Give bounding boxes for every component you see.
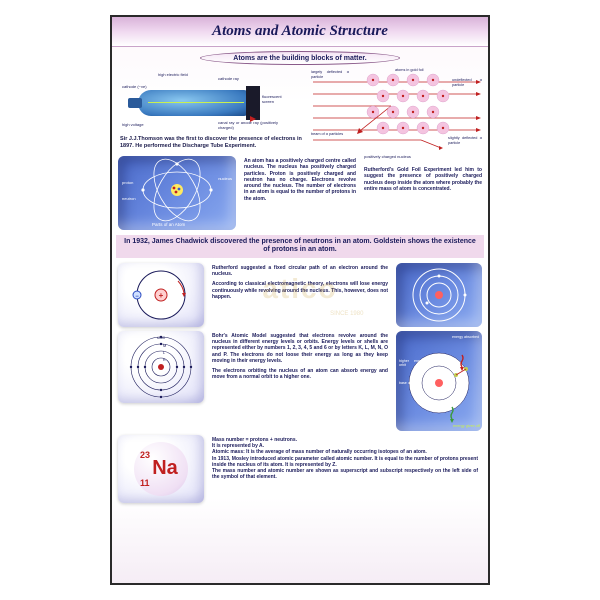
lbl-ud: undeflected α particle [452,78,482,87]
t4: The electrons orbiting the nucleus of an… [212,368,388,381]
t2: According to classical electromagnetic t… [212,281,388,300]
na-mass: 23 [140,450,150,460]
row-experiments: high electric field cathode (−ve) cathod… [112,68,488,152]
svg-text:M: M [163,343,166,348]
gold-foil-col: // placeholder – atoms drawn below via r… [311,70,482,150]
atom-parts-svg [118,156,236,230]
spiral-svg [396,263,482,327]
t1: Rutherford suggested a fixed circular pa… [212,265,388,278]
main-title: Atoms and Atomic Structure [212,23,388,40]
caption-thomson: Sir J.J.Thomson was the first to discove… [118,136,307,149]
row5: 23 11 Na Mass number = protons + neutron… [112,433,488,505]
watermark-year: SINCE 1980 [330,311,363,317]
lbl-cath: cathode (−ve) [122,84,147,89]
tube-body [138,90,248,116]
mid-heading: In 1932, James Chadwick discovered the p… [116,235,484,258]
lbl-parts: Parts of an Atom [152,222,185,228]
lbl-hv: high voltage [122,122,144,127]
discharge-tube-diagram: high electric field cathode (−ve) cathod… [118,70,307,134]
lbl-heo: higher energy orbit [399,359,425,368]
discharge-tube-col: high electric field cathode (−ve) cathod… [118,70,307,149]
red-arrow-icon [250,116,256,124]
lbl-fs: fluorescent screen [262,94,292,104]
lbl-bo: base orbit [399,381,425,385]
poster: Atoms and Atomic Structure Atoms are the… [110,15,490,585]
t3-t4: Bohr's Atomic Model suggested that elect… [208,331,392,383]
cathode [128,98,142,108]
lbl-ld: largely deflected α particle [311,70,349,79]
energy-panel: energy absorbed higher energy orbit base… [396,331,482,431]
na-circle: 23 11 Na [134,442,188,496]
lbl-agf: atoms in gold foil [395,68,424,73]
atom-parts-panel: proton neutron nucleus Parts of an Atom [118,156,236,230]
svg-text:K: K [163,357,166,362]
lbl-ego: energy given off [453,424,480,429]
row-atom-parts: proton neutron nucleus Parts of an Atom … [112,154,488,232]
lbl-pcn: positively charged nucleus [364,154,482,159]
na-z: 11 [140,478,150,488]
svg-text:+: + [159,291,164,300]
t3: Bohr's Atomic Model suggested that elect… [212,333,388,364]
lbl-neutron: neutron [122,196,136,201]
subtitle: Atoms are the building blocks of matter. [200,51,400,65]
spiral-panel [396,263,482,327]
gold-foil-diagram: // placeholder – atoms drawn below via r… [311,70,482,150]
t5: Mass number = protons + neutrons. It is … [208,435,482,483]
ruth-svg: + − [118,263,204,327]
lbl-hef: high electric field [158,72,188,77]
nucleus-text: An atom has a positively charged centre … [240,156,360,204]
bohr-panel: shell K L M [118,331,204,403]
na-panel: 23 11 Na [118,435,204,503]
ray-line [148,102,244,103]
row4: shell K L M Bohr's Atomic Model suggeste… [112,329,488,433]
lbl-nucleus: nucleus [218,176,232,181]
screen [246,86,260,120]
lbl-sd: slightly deflected α particle [448,136,482,145]
header: Atoms and Atomic Structure [112,17,488,47]
lbl-proton: proton [122,180,133,185]
lbl-ea: energy absorbed [449,335,479,339]
caption-rutherford: Rutherford's Gold Foil Experiment led hi… [364,167,482,192]
lbl-beam: beam of α particles [311,132,349,137]
rutherford-caption-col: positively charged nucleus Rutherford's … [364,156,482,192]
svg-text:−: − [135,294,139,300]
rutherford-orbit-panel: + − [118,263,204,327]
bohr-svg: shell K L M [118,331,204,403]
row3: + − Rutherford suggested a fixed circula… [112,261,488,329]
lbl-canal: canal ray or anode ray (positively charg… [218,120,278,130]
svg-text:L: L [163,350,166,355]
na-sym: Na [152,457,178,480]
t1-t2: Rutherford suggested a fixed circular pa… [208,263,392,302]
lbl-cr: cathode ray [218,76,239,81]
